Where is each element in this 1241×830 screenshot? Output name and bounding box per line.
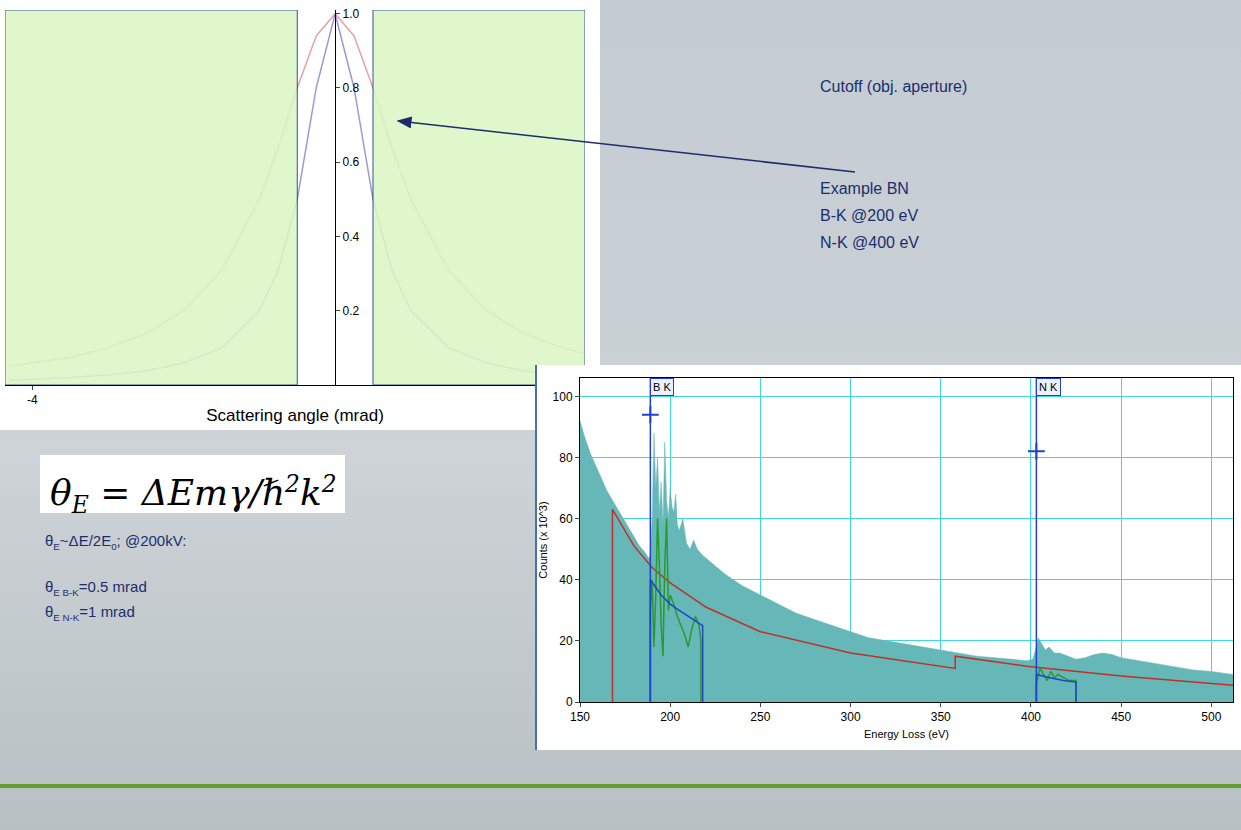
svg-text:N K: N K [1039,381,1058,393]
svg-text:450: 450 [1111,710,1131,724]
html-text:θE B-K=0.5 mrad: θE B-K=0.5 mrad [45,578,147,598]
svg-text:150: 150 [570,710,590,724]
html-text:N-K @400 eV: N-K @400 eV [820,234,919,251]
svg-text:400: 400 [1021,710,1041,724]
svg-text:300: 300 [841,710,861,724]
svg-text:250: 250 [750,710,770,724]
svg-text:Scattering angle (mrad): Scattering angle (mrad) [206,406,384,425]
svg-text:Energy Loss (eV): Energy Loss (eV) [864,728,949,740]
svg-text:350: 350 [931,710,951,724]
svg-text:Counts (x 10^3): Counts (x 10^3) [537,501,549,578]
html-text:θE~ΔE/2E0; @200kV:: θE~ΔE/2E0; @200kV: [45,532,187,552]
svg-text:0.8: 0.8 [343,81,360,95]
svg-text:0.4: 0.4 [343,230,360,244]
html-text:θE N-K=1 mrad: θE N-K=1 mrad [45,603,135,623]
svg-text:-4: -4 [27,393,38,407]
svg-text:200: 200 [660,710,680,724]
svg-text:0.6: 0.6 [343,155,360,169]
html-text:Cutoff (obj. aperture): Cutoff (obj. aperture) [820,78,968,95]
svg-text:500: 500 [1201,710,1221,724]
svg-text:100: 100 [553,390,573,404]
svg-text:0: 0 [566,695,573,709]
html-text:θE= ΔEmγ/ℏ2k2: θE= ΔEmγ/ℏ2k2 [50,470,337,520]
svg-text:60: 60 [559,512,573,526]
svg-text:80: 80 [559,451,573,465]
svg-text:40: 40 [559,573,573,587]
svg-text:1.0: 1.0 [343,7,360,21]
html-text:Example BN: Example BN [820,180,909,197]
svg-text:B K: B K [653,381,671,393]
svg-text:0.2: 0.2 [343,304,360,318]
svg-text:20: 20 [559,634,573,648]
html-text:B-K @200 eV: B-K @200 eV [820,207,919,224]
